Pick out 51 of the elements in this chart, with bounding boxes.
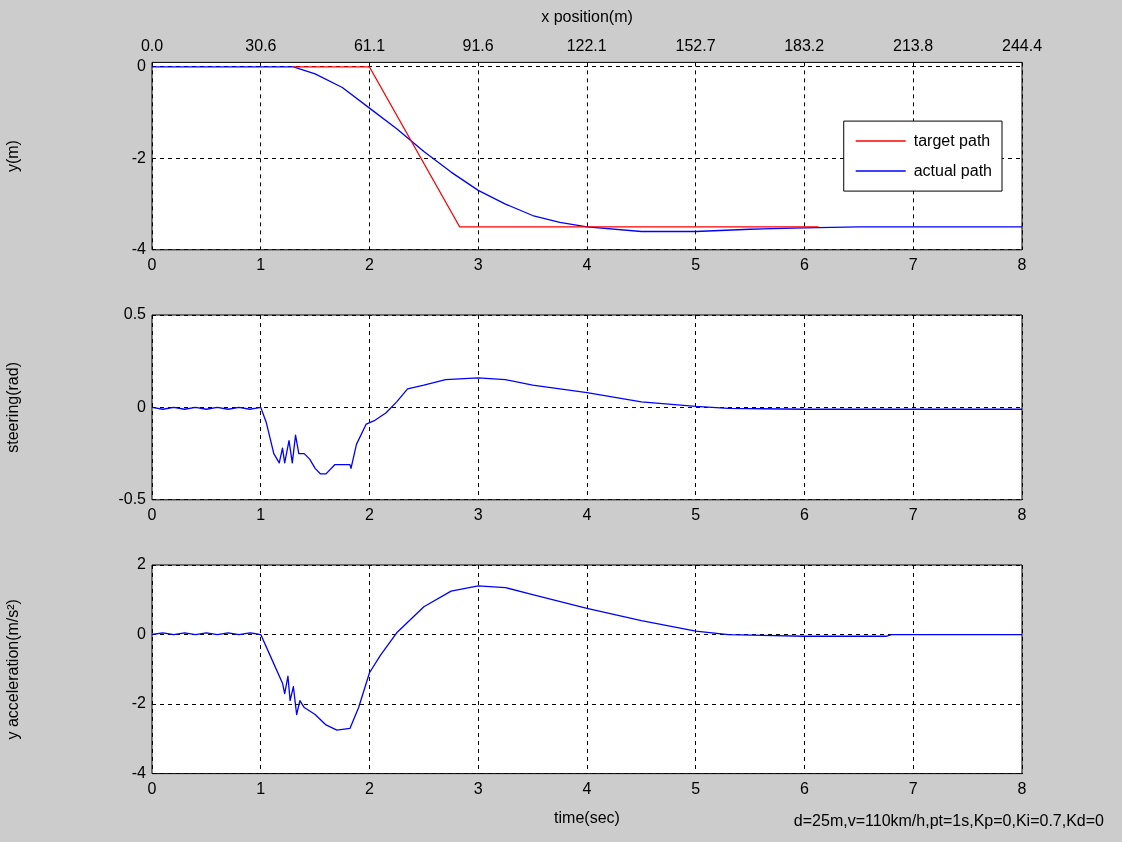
x-tick-label: 8 <box>1017 505 1027 523</box>
y-tick-label: 0 <box>137 57 147 75</box>
y-tick-label: 0 <box>137 397 147 415</box>
legend-label: actual path <box>913 161 992 179</box>
x2-axis-title: x position(m) <box>541 8 633 26</box>
x-tick-label: 4 <box>582 255 592 273</box>
x2-tick-label: 183.2 <box>784 37 825 55</box>
x-tick-label: 2 <box>365 779 375 797</box>
x-tick-label: 3 <box>473 255 483 273</box>
y-tick-label: 2 <box>137 555 147 573</box>
x-tick-label: 8 <box>1017 255 1027 273</box>
x-tick-label: 5 <box>691 779 701 797</box>
x-tick-label: 6 <box>800 505 810 523</box>
y-axis-title: y(m) <box>4 140 22 173</box>
x-tick-label: 4 <box>582 779 592 797</box>
x-tick-label: 1 <box>256 505 266 523</box>
x2-tick-label: 0.0 <box>140 37 164 55</box>
legend-label: target path <box>913 131 991 149</box>
x2-tick-label: 91.6 <box>462 37 494 55</box>
x2-tick-label: 152.7 <box>675 37 716 55</box>
x-tick-label: 3 <box>473 779 483 797</box>
y-tick-label: -4 <box>131 240 147 258</box>
x2-tick-label: 213.8 <box>893 37 934 55</box>
x-tick-label: 5 <box>691 505 701 523</box>
text: d=25m,v=110km/h,pt=1s,Kp=0,Ki=0.7,Kd=0 <box>793 812 1105 830</box>
y-tick-label: -2 <box>131 148 147 166</box>
x2-tick-label: 122.1 <box>566 37 607 55</box>
y-axis-title: y acceleration(m/s²) <box>4 599 22 740</box>
x-tick-label: 1 <box>256 779 266 797</box>
x2-tick-label: 244.4 <box>1001 37 1043 55</box>
y-tick-label: -0.5 <box>118 490 147 508</box>
x-tick-label: 6 <box>800 255 810 273</box>
x-axis-title: time(sec) <box>554 808 620 826</box>
x-tick-label: 8 <box>1017 779 1027 797</box>
x-tick-label: 2 <box>365 505 375 523</box>
x-tick-label: 3 <box>473 505 483 523</box>
y-axis-title: steering(rad) <box>4 362 22 453</box>
x2-tick-label: 30.6 <box>245 37 277 55</box>
x-tick-label: 4 <box>582 505 592 523</box>
x-tick-label: 6 <box>800 779 810 797</box>
x-tick-label: 7 <box>908 255 918 273</box>
x-tick-label: 7 <box>908 505 918 523</box>
x-tick-label: 7 <box>908 779 918 797</box>
x2-tick-label: 61.1 <box>353 37 386 55</box>
y-tick-label: 0.5 <box>123 305 147 323</box>
x-tick-label: 5 <box>691 255 701 273</box>
x-tick-label: 2 <box>365 255 375 273</box>
y-tick-label: 0 <box>137 624 147 642</box>
y-tick-label: -4 <box>131 764 147 782</box>
y-tick-label: -2 <box>131 694 147 712</box>
x-tick-label: 1 <box>256 255 266 273</box>
